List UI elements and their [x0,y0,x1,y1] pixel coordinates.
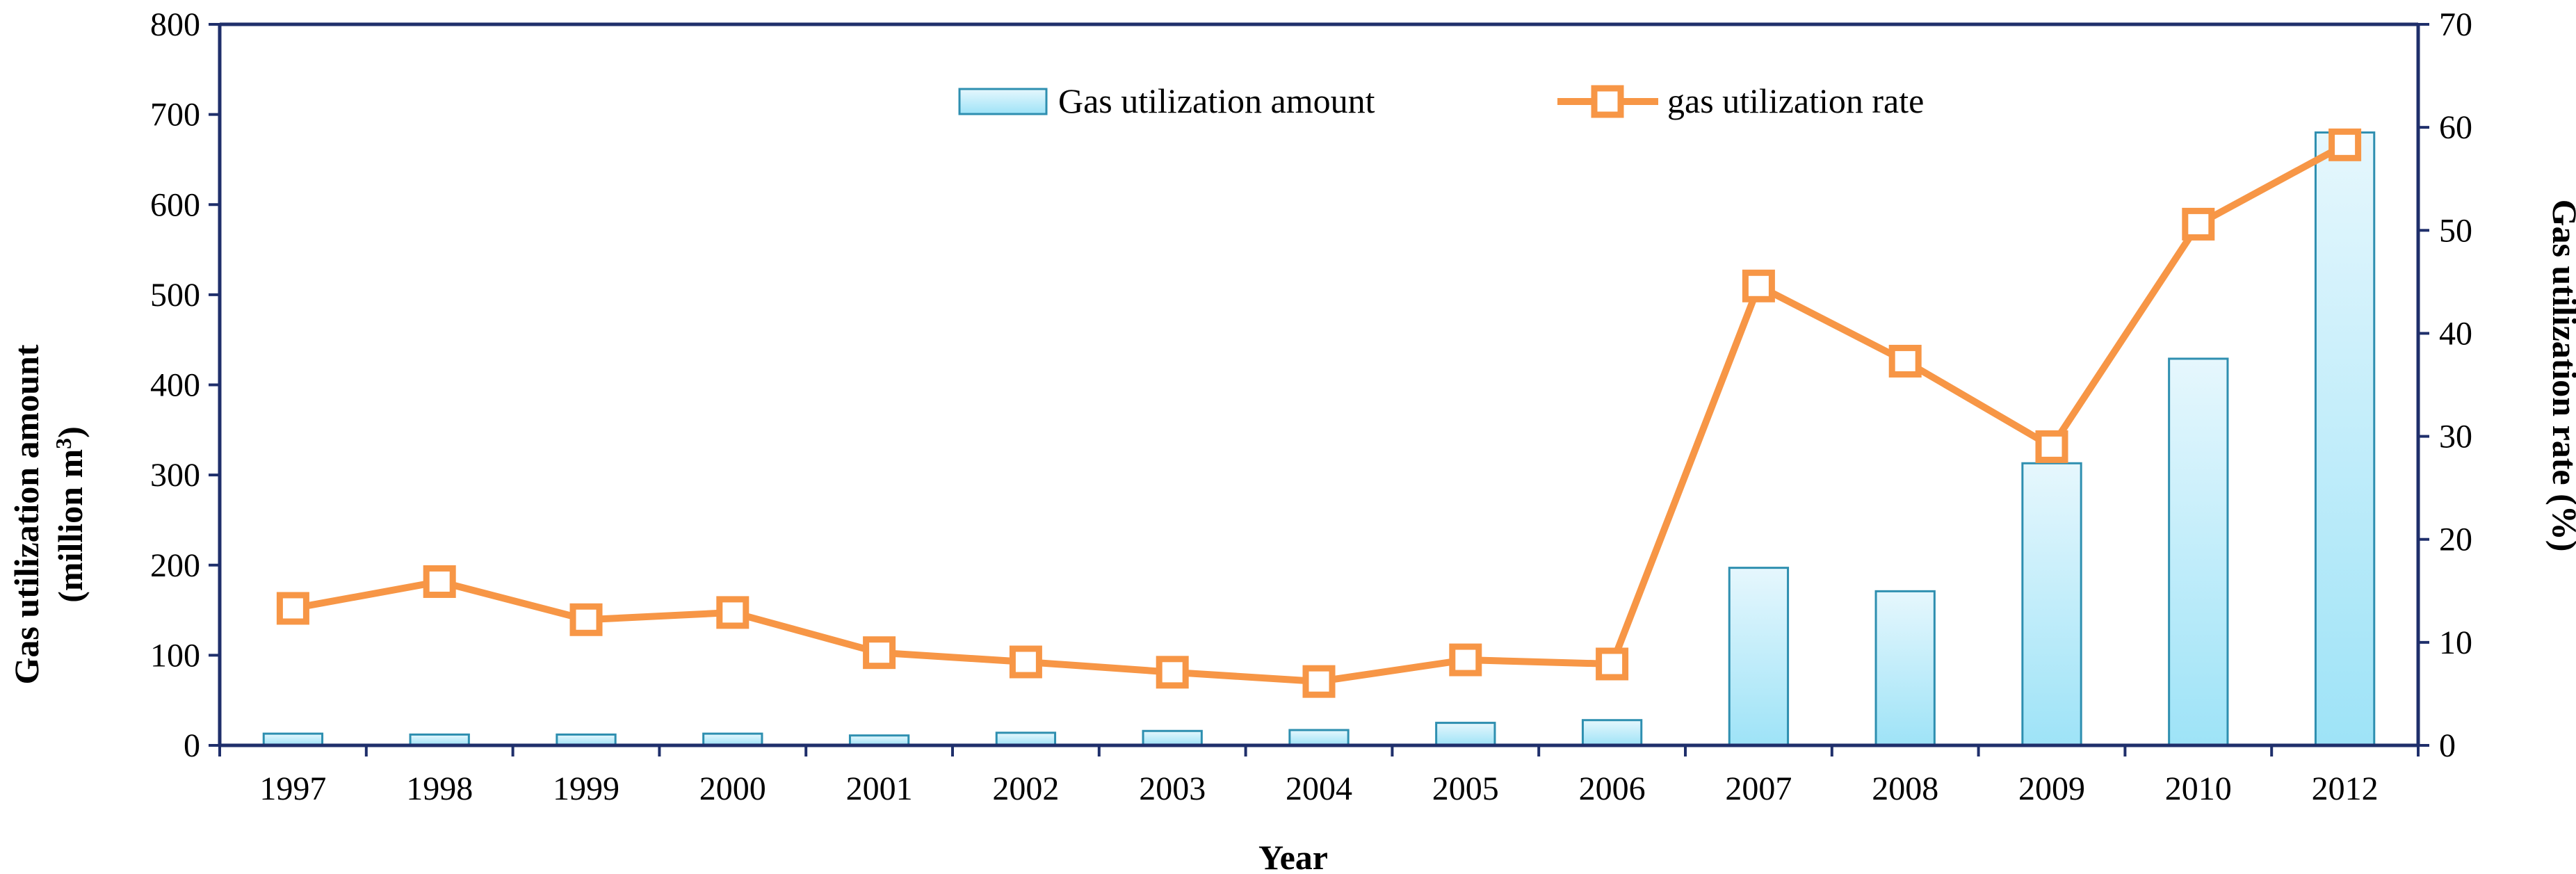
y-left-tick-label: 500 [150,277,200,314]
x-tick-label-1999: 1999 [553,770,619,807]
y-left-tick-label: 400 [150,367,200,404]
rate-marker-1997 [276,592,309,625]
y-left-tick-label: 200 [150,547,200,584]
y-left-axis-title: Gas utilization amount [7,344,46,684]
rate-marker-2008 [1888,344,1922,378]
legend-label-amount: Gas utilization amount [1058,81,1375,120]
rate-marker-2007 [1742,269,1775,302]
legend-label-rate: gas utilization rate [1667,81,1924,120]
x-tick-label-1998: 1998 [406,770,473,807]
bars-layer [262,131,2376,747]
y-right-tick-label: 60 [2439,109,2472,146]
x-tick-label-2010: 2010 [2165,770,2232,807]
x-tick-label-2009: 2009 [2018,770,2085,807]
y-left-axis-unit: (million m3) [51,426,90,602]
rate-marker-2006 [1596,647,1629,681]
rate-marker-2012 [2328,128,2362,161]
bar-2005 [1435,722,1496,747]
bar-2004 [1288,729,1350,747]
x-tick-label-2000: 2000 [699,770,766,807]
y-left-tick-label: 600 [150,186,200,223]
x-tick-label-2005: 2005 [1432,770,1499,807]
x-axis-title: Year [1258,838,1328,874]
x-tick-label-2012: 2012 [2312,770,2379,807]
y-right-tick-label: 10 [2439,624,2472,661]
y-left-tick-label: 100 [150,637,200,674]
y-left-tick-label: 0 [184,727,200,764]
bar-2008 [1874,590,1936,747]
y-left-tick-label: 700 [150,97,200,133]
y-right-tick-label: 30 [2439,419,2472,455]
y-left-tick-label: 800 [150,6,200,43]
bar-1997 [262,732,324,747]
ticks-layer: 0 100 200 300 400 500 600 700 800 0 10 20 30 40 50 60 70… [150,6,2472,807]
bar-2006 [1581,719,1643,747]
rate-marker-1998 [423,565,456,598]
rate-marker-2009 [2035,430,2068,463]
y-right-tick-label: 40 [2439,315,2472,352]
legend-line-marker [1591,85,1624,118]
y-right-axis-title: Gas utilization rate (%) [2545,200,2576,552]
line-layer [276,128,2362,698]
rate-marker-2001 [863,636,896,670]
x-tick-label-2004: 2004 [1286,770,1352,807]
axes-layer [218,22,2420,747]
x-tick-label-2006: 2006 [1579,770,1646,807]
y-right-tick-label: 70 [2439,6,2472,43]
rate-marker-2000 [716,596,750,629]
y-right-tick-label: 0 [2439,727,2456,764]
x-tick-label-2001: 2001 [846,770,913,807]
bar-2010 [2168,357,2229,747]
bar-2009 [2021,462,2082,747]
rate-marker-2003 [1156,656,1189,689]
x-tick-label-2002: 2002 [992,770,1059,807]
bar-2003 [1142,729,1203,747]
bar-2007 [1728,567,1790,747]
bar-2000 [702,732,763,747]
legend: Gas utilization amount gas utilization r… [958,81,1924,120]
y-right-tick-label: 20 [2439,521,2472,558]
x-tick-label-2007: 2007 [1725,770,1792,807]
rate-marker-2010 [2182,207,2215,241]
x-tick-label-1997: 1997 [259,770,326,807]
bar-2012 [2314,131,2376,747]
rate-marker-2002 [1009,645,1042,679]
rate-marker-2004 [1302,665,1336,698]
legend-bar-swatch [958,88,1048,115]
y-left-tick-label: 300 [150,457,200,494]
rate-marker-2005 [1449,643,1482,677]
bar-2002 [995,731,1057,747]
y-right-tick-label: 50 [2439,212,2472,249]
x-tick-label-2008: 2008 [1872,770,1938,807]
x-tick-label-2003: 2003 [1139,770,1206,807]
rate-marker-1999 [569,603,603,636]
